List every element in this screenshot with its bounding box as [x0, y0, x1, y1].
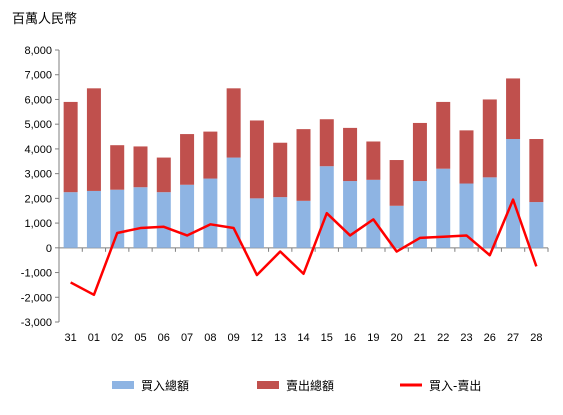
y-tick-label: 2,000 [24, 193, 52, 205]
x-tick-label: 08 [204, 332, 216, 344]
x-tick-label: 27 [507, 332, 519, 344]
x-tick-label: 28 [530, 332, 542, 344]
bar-buy-total [86, 190, 101, 248]
bar-sell-total [436, 101, 451, 169]
x-tick-label: 06 [158, 332, 170, 344]
y-tick-label: 7,000 [24, 70, 52, 82]
bar-buy-total [459, 183, 474, 248]
bar-sell-total [412, 122, 427, 182]
x-tick-label: 19 [367, 332, 379, 344]
bar-sell-total [482, 99, 497, 178]
x-tick-label: 21 [414, 332, 426, 344]
bar-sell-total [63, 101, 78, 193]
legend-swatch [112, 381, 134, 389]
bar-buy-total [482, 177, 497, 248]
y-tick-label: 1,000 [24, 218, 52, 230]
bar-buy-total [110, 189, 125, 248]
bar-sell-total [156, 157, 171, 193]
bar-sell-total [319, 119, 334, 167]
bar-buy-total [389, 205, 404, 248]
net-line [70, 198, 538, 297]
x-tick-label: 12 [251, 332, 263, 344]
x-tick-label: 26 [484, 332, 496, 344]
legend-label: 買入總額 [141, 378, 189, 393]
legend-label: 買入-賣出 [429, 378, 481, 393]
x-tick-label: 07 [181, 332, 193, 344]
bar-sell-total [459, 130, 474, 184]
bar-sell-total [203, 131, 218, 179]
bar-sell-total [180, 134, 195, 185]
x-tick-label: 15 [321, 332, 333, 344]
y-tick-label: 3,000 [24, 169, 52, 181]
bar-buy-total [529, 202, 544, 248]
bar-buy-total [156, 192, 171, 248]
bar-buy-total [436, 168, 451, 248]
bar-buy-total [343, 181, 358, 248]
bar-buy-total [412, 181, 427, 248]
y-tick-label: 4,000 [24, 144, 52, 156]
bar-sell-total [506, 78, 521, 140]
y-tick-label: -1,000 [21, 268, 52, 280]
bar-sell-total [249, 120, 264, 199]
x-tick-label: 22 [437, 332, 449, 344]
bar-buy-total [319, 166, 334, 248]
legend-label: 賣出總額 [286, 378, 334, 393]
y-tick-label: 8,000 [24, 45, 52, 57]
bar-buy-total [133, 187, 148, 248]
bar-sell-total [226, 88, 241, 158]
bar-buy-total [226, 157, 241, 248]
bar-buy-total [366, 179, 381, 248]
x-tick-label: 09 [228, 332, 240, 344]
y-tick-label: 6,000 [24, 94, 52, 106]
bar-buy-total [273, 197, 288, 248]
x-tick-label: 31 [65, 332, 77, 344]
bar-buy-total [506, 139, 521, 248]
bar-sell-total [529, 139, 544, 203]
x-tick-label: 02 [111, 332, 123, 344]
bar-buy-total [63, 192, 78, 248]
x-tick-label: 14 [297, 332, 309, 344]
legend-swatch [257, 381, 279, 389]
y-tick-label: -3,000 [21, 317, 52, 329]
y-tick-label: 5,000 [24, 119, 52, 131]
x-tick-label: 13 [274, 332, 286, 344]
bar-buy-total [296, 200, 311, 248]
unit-label: 百萬人民幣 [12, 12, 78, 27]
bar-sell-total [389, 160, 404, 206]
y-tick-label: 0 [46, 243, 52, 255]
bar-sell-total [366, 141, 381, 180]
bar-sell-total [296, 129, 311, 201]
bar-buy-total [180, 184, 195, 248]
bar-sell-total [343, 127, 358, 182]
x-tick-label: 01 [88, 332, 100, 344]
bar-sell-total [133, 146, 148, 188]
x-tick-label: 23 [460, 332, 472, 344]
bar-sell-total [86, 88, 101, 191]
bar-sell-total [110, 145, 125, 190]
y-tick-label: -2,000 [21, 292, 52, 304]
bar-buy-total [249, 198, 264, 248]
bar-buy-total [203, 178, 218, 248]
x-tick-label: 05 [134, 332, 146, 344]
x-tick-label: 20 [391, 332, 403, 344]
x-tick-label: 16 [344, 332, 356, 344]
bar-sell-total [273, 142, 288, 198]
